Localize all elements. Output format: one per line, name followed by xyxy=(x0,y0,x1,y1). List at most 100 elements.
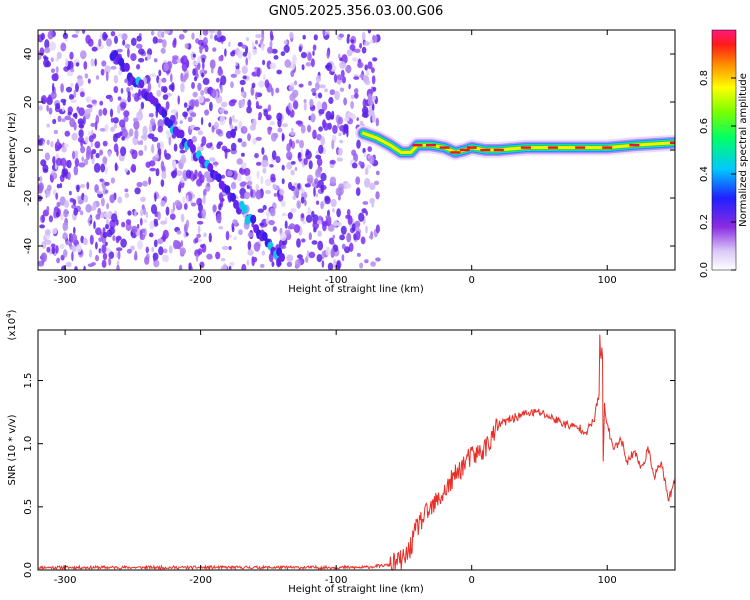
noise-blob xyxy=(317,92,323,99)
noise-blob xyxy=(280,51,286,57)
noise-blob xyxy=(370,39,374,44)
noise-blob xyxy=(163,30,171,34)
noise-blob xyxy=(117,196,123,204)
noise-blob xyxy=(336,208,341,218)
noise-blob xyxy=(62,32,69,40)
noise-blob xyxy=(51,68,55,73)
noise-blob xyxy=(302,220,307,225)
noise-blob xyxy=(225,130,233,139)
noise-blob xyxy=(56,257,61,264)
noise-blob xyxy=(209,101,213,112)
noise-blob xyxy=(39,47,45,57)
noise-blob xyxy=(319,84,326,89)
noise-blob xyxy=(44,152,51,161)
noise-blob xyxy=(122,39,126,46)
noise-blob xyxy=(269,30,273,38)
noise-blob xyxy=(78,129,84,138)
noise-blob xyxy=(161,233,167,243)
noise-blob xyxy=(312,44,317,51)
noise-blob xyxy=(43,56,49,61)
noise-blob xyxy=(365,70,370,77)
noise-blob xyxy=(192,53,196,58)
noise-blob xyxy=(242,75,247,80)
noise-blob xyxy=(300,124,306,134)
noise-blob xyxy=(336,157,344,162)
noise-blob xyxy=(328,237,335,245)
noise-blob xyxy=(185,219,190,229)
noise-blob xyxy=(374,180,380,186)
noise-blob xyxy=(305,62,312,67)
spectrogram-y-tick-label: 0 xyxy=(23,147,34,153)
noise-blob xyxy=(197,145,204,152)
noise-blob xyxy=(279,232,287,242)
noise-blob xyxy=(52,172,58,180)
noise-blob xyxy=(140,101,145,110)
diagonal-trace-blob xyxy=(261,231,268,241)
noise-blob xyxy=(356,139,361,149)
noise-blob xyxy=(120,87,124,94)
noise-blob xyxy=(305,256,309,263)
noise-blob xyxy=(99,211,105,219)
noise-blob xyxy=(77,195,80,201)
noise-blob xyxy=(201,136,207,146)
noise-blob xyxy=(261,250,265,256)
diagonal-trace-blob xyxy=(123,62,130,72)
noise-blob xyxy=(46,184,52,192)
noise-blob xyxy=(255,34,262,39)
noise-blob xyxy=(81,30,86,34)
diagonal-trace-blob xyxy=(161,108,168,118)
noise-blob xyxy=(221,245,229,251)
noise-blob xyxy=(199,261,205,269)
noise-blob xyxy=(347,112,355,118)
noise-blob xyxy=(325,110,332,121)
colorbar-tick-label: 0.4 xyxy=(699,166,710,182)
noise-blob xyxy=(363,151,367,158)
noise-blob xyxy=(256,67,261,78)
snr-scale-label: (x104) xyxy=(5,309,18,340)
noise-blob xyxy=(214,34,218,41)
noise-blob xyxy=(148,232,154,238)
noise-blob xyxy=(176,170,183,177)
noise-blob xyxy=(46,123,50,128)
noise-blob xyxy=(295,259,301,268)
noise-blob xyxy=(254,152,259,159)
noise-blob xyxy=(359,262,364,269)
noise-blob xyxy=(71,132,78,141)
noise-blob xyxy=(139,233,146,241)
noise-blob xyxy=(57,115,62,123)
noise-blob xyxy=(104,211,110,219)
noise-blob xyxy=(261,34,265,42)
noise-blob xyxy=(130,245,136,251)
noise-blob xyxy=(209,142,213,148)
noise-blob xyxy=(372,95,377,101)
noise-blob xyxy=(236,158,243,165)
noise-blob xyxy=(197,95,205,104)
noise-blob xyxy=(126,248,132,254)
noise-blob xyxy=(187,116,193,123)
snr-x-tick-label: -100 xyxy=(325,575,348,586)
noise-blob xyxy=(96,190,102,195)
noise-blob xyxy=(202,37,208,46)
noise-blob xyxy=(203,188,207,196)
noise-blob xyxy=(182,195,186,204)
noise-blob xyxy=(293,224,301,233)
noise-blob xyxy=(136,43,143,49)
noise-blob xyxy=(300,51,307,59)
noise-blob xyxy=(369,182,376,190)
noise-blob xyxy=(316,157,323,167)
snr-y-label: SNR (10 * v/v) xyxy=(7,414,18,485)
noise-blob xyxy=(140,208,144,217)
noise-blob xyxy=(262,59,266,66)
noise-blob xyxy=(281,132,285,142)
spectrogram-y-label: Frequency (Hz) xyxy=(7,112,18,188)
noise-blob xyxy=(179,120,183,124)
noise-blob xyxy=(75,82,79,93)
noise-blob xyxy=(59,182,63,189)
noise-blob xyxy=(112,133,118,143)
noise-blob xyxy=(218,55,224,62)
noise-blob xyxy=(279,188,285,196)
noise-blob xyxy=(284,220,288,229)
noise-blob xyxy=(247,240,252,251)
noise-blob xyxy=(317,179,324,189)
noise-blob xyxy=(216,213,222,224)
